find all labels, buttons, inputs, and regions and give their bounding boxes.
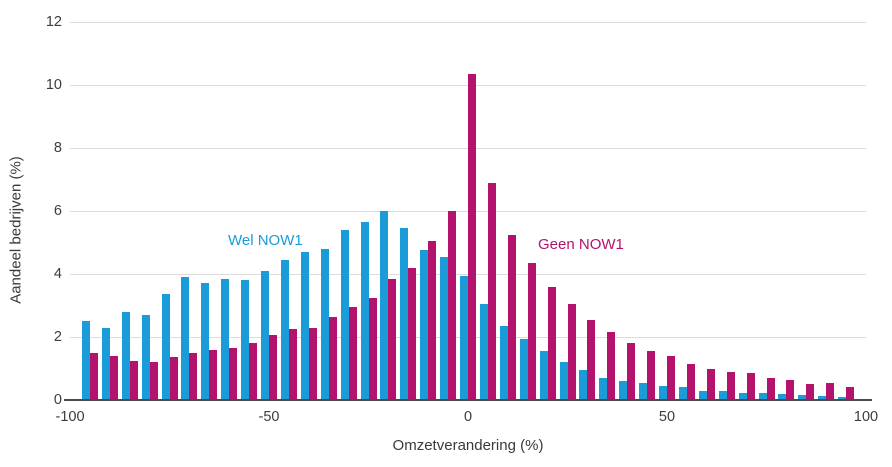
- bar-wel-now1: [659, 385, 667, 400]
- bar-geen-now1: [368, 297, 377, 400]
- bar-geen-now1: [149, 362, 158, 400]
- bar-geen-now1: [468, 73, 476, 400]
- bar-geen-now1: [388, 278, 397, 400]
- bar-geen-now1: [269, 335, 277, 400]
- bar-wel-now1: [201, 283, 210, 400]
- bar-geen-now1: [766, 377, 775, 400]
- bar-wel-now1: [479, 303, 488, 400]
- bar-wel-now1: [798, 395, 807, 400]
- x-tick-label: 100: [853, 409, 879, 425]
- bar-wel-now1: [261, 270, 269, 400]
- bar-geen-now1: [846, 387, 855, 400]
- y-tick-label: 2: [53, 329, 62, 345]
- bar-geen-now1: [448, 211, 457, 400]
- bar-geen-now1: [726, 371, 735, 400]
- bar-wel-now1: [778, 394, 787, 400]
- y-tick-label: 0: [53, 392, 62, 408]
- bar-wel-now1: [718, 390, 727, 400]
- y-tick-label: 8: [53, 140, 62, 156]
- bar-geen-now1: [109, 355, 118, 400]
- bar-geen-now1: [189, 352, 198, 400]
- x-tick-label: -50: [258, 409, 280, 425]
- bar-geen-now1: [786, 379, 795, 400]
- y-tick-label: 12: [45, 14, 62, 30]
- bar-wel-now1: [460, 275, 468, 400]
- bar-wel-now1: [320, 248, 329, 400]
- bar-geen-now1: [647, 351, 656, 400]
- bar-wel-now1: [380, 211, 389, 400]
- x-tick-label: -100: [55, 409, 85, 425]
- bar-geen-now1: [328, 316, 337, 400]
- bar-wel-now1: [599, 377, 608, 400]
- bar-wel-now1: [161, 294, 170, 400]
- bar-geen-now1: [169, 357, 178, 400]
- bar-geen-now1: [89, 352, 98, 400]
- bar-geen-now1: [428, 240, 437, 400]
- bar-geen-now1: [487, 182, 496, 400]
- bar-wel-now1: [181, 277, 190, 400]
- legend-wel-now1: Wel NOW1: [228, 232, 303, 249]
- bar-wel-now1: [340, 229, 349, 400]
- bar-geen-now1: [627, 343, 636, 400]
- bar-wel-now1: [400, 228, 409, 400]
- bar-geen-now1: [806, 384, 815, 400]
- bar-wel-now1: [499, 325, 508, 400]
- bar-geen-now1: [129, 360, 138, 400]
- bar-wel-now1: [101, 327, 110, 400]
- bar-geen-now1: [209, 349, 218, 400]
- bar-geen-now1: [308, 327, 317, 400]
- bar-geen-now1: [547, 286, 556, 400]
- bar-geen-now1: [229, 348, 238, 400]
- x-tick-label: 0: [463, 409, 473, 425]
- bar-wel-now1: [81, 321, 90, 400]
- bar-wel-now1: [519, 338, 528, 400]
- bar-geen-now1: [587, 319, 596, 400]
- bar-wel-now1: [539, 351, 548, 400]
- bar-wel-now1: [121, 311, 130, 400]
- y-tick-label: 6: [53, 203, 62, 219]
- bar-geen-now1: [408, 267, 417, 400]
- bar-wel-now1: [280, 259, 289, 400]
- bar-geen-now1: [826, 382, 835, 400]
- bar-geen-now1: [249, 343, 258, 400]
- bar-wel-now1: [838, 396, 847, 400]
- bar-wel-now1: [420, 250, 429, 400]
- bar-wel-now1: [241, 280, 250, 400]
- bar-geen-now1: [507, 234, 516, 400]
- bar-wel-now1: [360, 222, 369, 400]
- x-tick-label: 50: [658, 409, 676, 425]
- x-axis-title: Omzetverandering (%): [392, 437, 544, 454]
- bar-geen-now1: [667, 355, 675, 400]
- bar-wel-now1: [141, 314, 150, 400]
- bar-wel-now1: [579, 370, 588, 400]
- bar-wel-now1: [639, 382, 648, 400]
- bar-wel-now1: [559, 362, 568, 400]
- bar-wel-now1: [818, 396, 827, 400]
- bar-geen-now1: [348, 307, 357, 400]
- y-tick-label: 10: [45, 77, 62, 93]
- x-axis-line: [64, 399, 872, 401]
- bar-wel-now1: [221, 278, 230, 400]
- gridline-y-12: [70, 21, 866, 23]
- bar-geen-now1: [567, 303, 576, 400]
- legend-geen-now1: Geen NOW1: [538, 236, 624, 253]
- bar-wel-now1: [678, 387, 687, 400]
- bar-wel-now1: [698, 390, 707, 400]
- bar-geen-now1: [746, 373, 755, 400]
- bar-geen-now1: [607, 332, 616, 400]
- bar-geen-now1: [527, 262, 536, 400]
- bar-wel-now1: [440, 256, 449, 400]
- bar-wel-now1: [758, 392, 767, 400]
- bar-geen-now1: [706, 368, 715, 400]
- bar-wel-now1: [738, 393, 747, 400]
- bar-wel-now1: [300, 251, 309, 400]
- bar-wel-now1: [619, 381, 628, 400]
- bar-geen-now1: [288, 329, 297, 400]
- y-tick-label: 4: [53, 266, 62, 282]
- bar-geen-now1: [686, 363, 695, 400]
